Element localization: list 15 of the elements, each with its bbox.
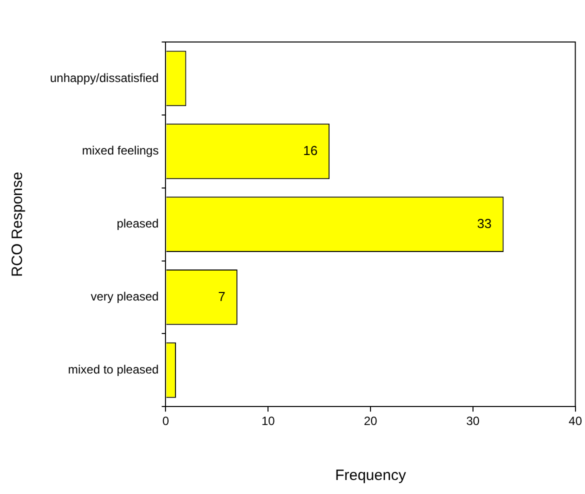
x-tick-label: 20 bbox=[364, 414, 378, 428]
y-tick-label: unhappy/dissatisfied bbox=[50, 70, 159, 85]
x-tick-label: 10 bbox=[261, 414, 276, 428]
x-axis-title: Frequency bbox=[335, 467, 406, 484]
x-tick-label: 40 bbox=[568, 414, 582, 428]
data-label: 33 bbox=[477, 216, 492, 231]
x-tick-label: 0 bbox=[162, 414, 170, 428]
x-tick-label: 30 bbox=[466, 414, 480, 428]
y-tick-label: mixed feelings bbox=[82, 144, 159, 158]
y-tick-label: pleased bbox=[116, 216, 159, 231]
y-tick-label: very pleased bbox=[90, 290, 159, 304]
y-axis-title: RCO Response bbox=[9, 172, 26, 277]
y-tick-label: mixed to pleased bbox=[68, 362, 159, 376]
data-label: 16 bbox=[303, 142, 318, 158]
data-label: 7 bbox=[218, 288, 226, 304]
